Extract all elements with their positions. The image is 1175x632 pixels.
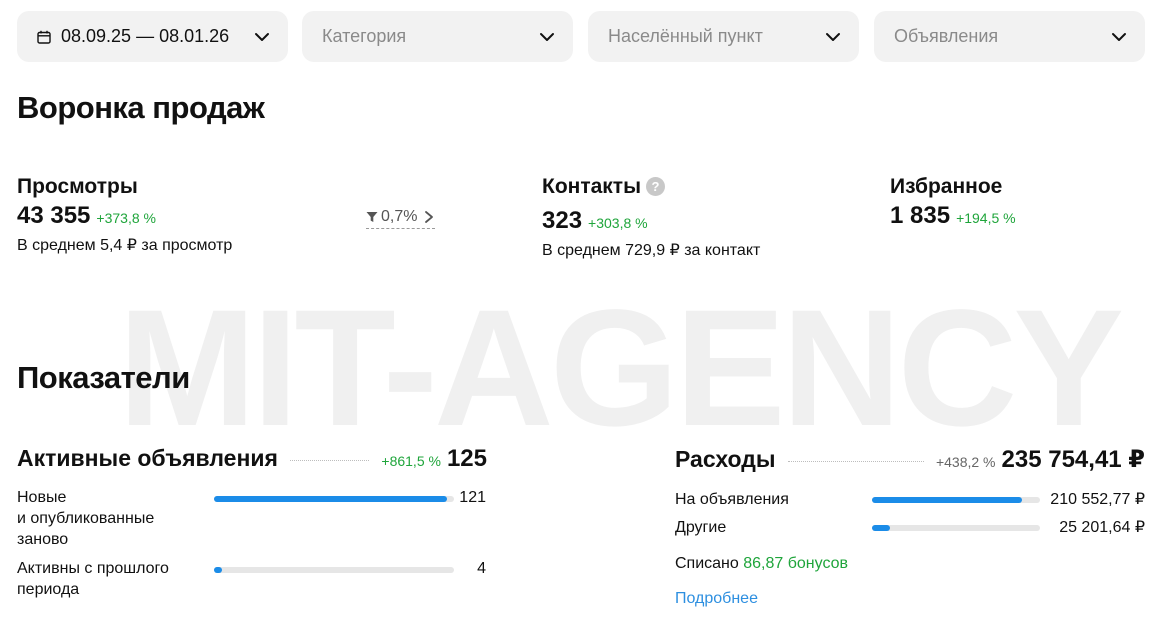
written-off-bonus: 86,87 бонусов	[743, 555, 849, 572]
category-placeholder: Категория	[322, 26, 407, 46]
expenses-value: 235 754,41 ₽	[1001, 446, 1145, 473]
chevron-down-icon	[1112, 32, 1126, 41]
expenses-row-label: На объявления	[675, 491, 789, 508]
favorites-label: Избранное	[890, 175, 1003, 198]
conversion-value: 0,7%	[381, 208, 418, 225]
favorites-block: Избранное 1 835 +194,5 %	[890, 175, 1016, 230]
active-ads-row-label: Активны с прошлого периода	[17, 560, 169, 598]
date-range-filter[interactable]: 08.09.25 — 08.01.26	[17, 11, 288, 62]
favorites-value: 1 835	[890, 202, 951, 229]
active-ads-label: Активные объявления	[17, 445, 278, 471]
date-range-value: 08.09.25 — 08.01.26	[61, 26, 230, 46]
favorites-change: +194,5 %	[956, 210, 1016, 226]
watermark: MIT-AGENCY	[118, 276, 1124, 461]
views-change: +373,8 %	[96, 210, 156, 226]
active-ads-value: 125	[446, 445, 487, 472]
contacts-label: Контакты	[542, 175, 642, 198]
chevron-down-icon	[826, 32, 840, 41]
help-icon[interactable]: ?	[646, 177, 666, 196]
chevron-down-icon	[540, 32, 554, 41]
progress-bar-fill	[872, 525, 890, 531]
progress-bar	[872, 497, 1040, 503]
chevron-down-icon	[255, 32, 269, 41]
active-ads-row-label: Новые и опубликованные заново	[17, 489, 155, 548]
progress-bar-fill	[214, 567, 222, 573]
category-filter[interactable]: Категория	[302, 11, 573, 62]
contacts-value: 323	[542, 207, 583, 234]
conversion-link[interactable]: 0,7%	[366, 208, 436, 229]
contacts-change: +303,8 %	[588, 215, 648, 231]
written-off-text: Списано 86,87 бонусов	[675, 553, 848, 574]
dotted-divider	[289, 460, 370, 461]
views-note: В среднем 5,4 ₽ за просмотр	[17, 237, 233, 254]
expenses-label: Расходы	[675, 446, 776, 472]
dotted-divider	[787, 461, 924, 462]
more-details-link[interactable]: Подробнее	[675, 590, 758, 607]
active-ads-row-value: 121	[459, 489, 486, 506]
city-filter[interactable]: Населённый пункт	[588, 11, 859, 62]
metrics-title: Показатели	[17, 360, 190, 395]
written-off-label: Списано	[675, 555, 739, 572]
funnel-title: Воронка продаж	[17, 90, 265, 125]
progress-bar-fill	[872, 497, 1023, 503]
progress-bar	[214, 496, 454, 502]
expenses-row-label: Другие	[675, 519, 727, 536]
active-ads-row-value: 4	[477, 560, 486, 577]
contacts-note: В среднем 729,9 ₽ за контакт	[542, 242, 761, 259]
active-ads-change: +861,5 %	[381, 453, 441, 469]
progress-bar	[214, 567, 454, 573]
contacts-block: Контакты? 323 +303,8 % В среднем 729,9 ₽…	[542, 175, 760, 260]
chevron-right-icon	[425, 211, 434, 223]
expenses-header: Расходы +438,2 % 235 754,41 ₽	[675, 445, 1145, 474]
calendar-icon	[37, 30, 51, 44]
progress-bar	[872, 525, 1040, 531]
expenses-row-value: 25 201,64 ₽	[1059, 519, 1145, 536]
ads-placeholder: Объявления	[894, 26, 999, 46]
active-ads-header: Активные объявления +861,5 % 125	[17, 445, 487, 473]
expenses-change: +438,2 %	[935, 454, 996, 470]
ads-filter[interactable]: Объявления	[874, 11, 1145, 62]
expenses-row-value: 210 552,77 ₽	[1050, 491, 1145, 508]
city-placeholder: Населённый пункт	[608, 26, 763, 46]
views-label: Просмотры	[17, 175, 138, 198]
views-value: 43 355	[17, 202, 91, 229]
funnel-icon	[366, 212, 378, 222]
views-block: Просмотры 43 355 +373,8 % В среднем 5,4 …	[17, 175, 232, 255]
progress-bar-fill	[214, 496, 447, 502]
